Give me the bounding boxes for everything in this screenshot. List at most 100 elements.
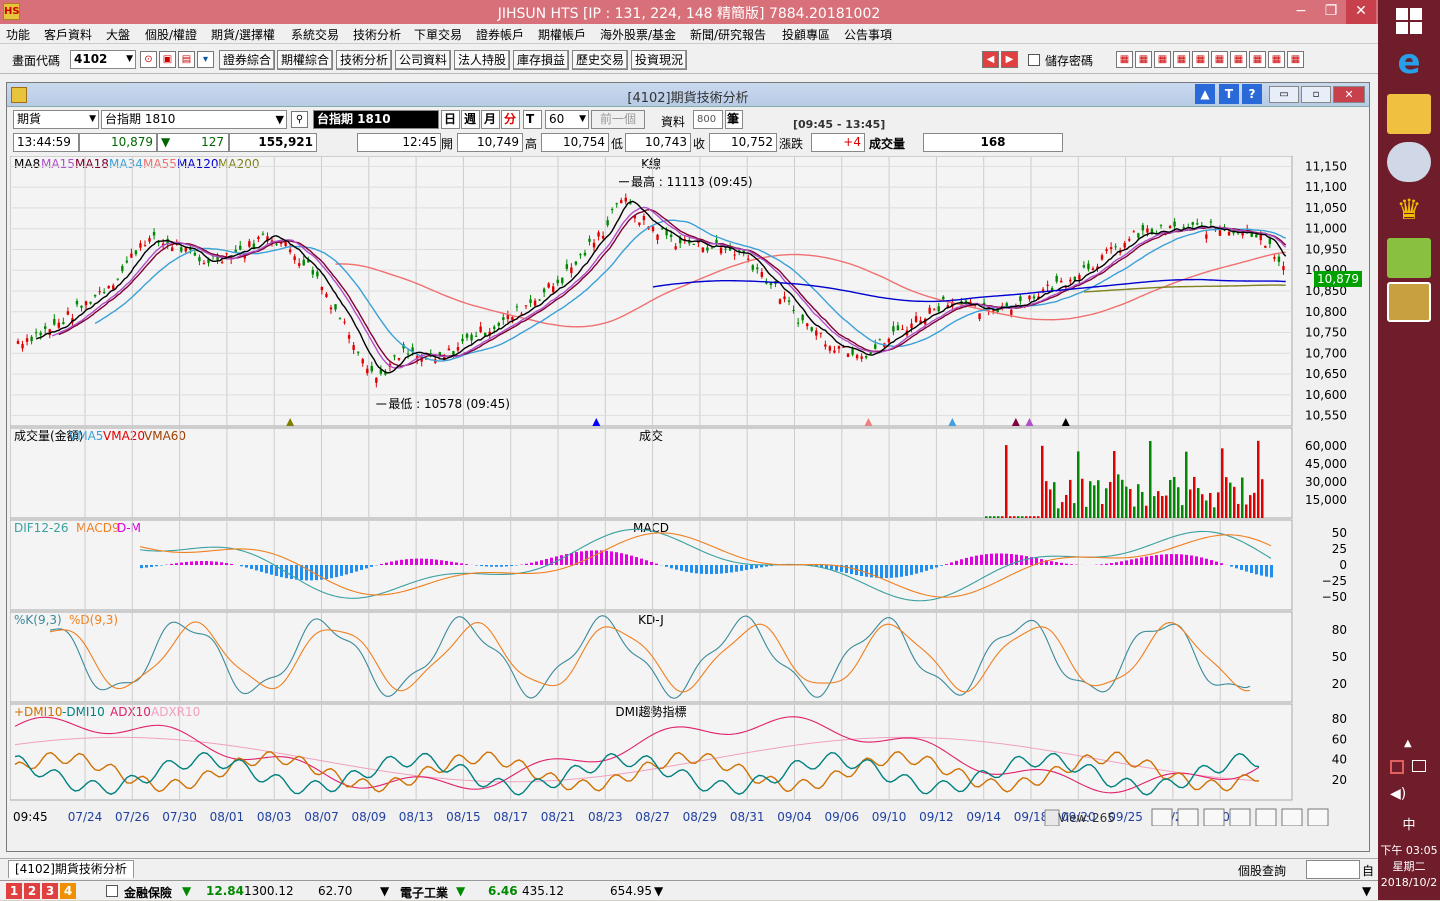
app-window: HS JIHSUN HTS [IP : 131, 224, 148 精簡版] 7… <box>0 0 1378 900</box>
print2-icon[interactable]: ▦ <box>1268 51 1285 68</box>
ie-icon[interactable]: e <box>1387 42 1431 82</box>
chart-icon[interactable]: ▦ <box>1211 51 1228 68</box>
clock-time[interactable]: 下午 03:05 <box>1378 842 1440 858</box>
tab-4102[interactable]: [4102]期貨技術分析 <box>8 860 134 878</box>
child-restore-button[interactable]: ▫ <box>1301 86 1331 103</box>
window-icon[interactable]: ▦ <box>1135 51 1152 68</box>
toolbar-button-3[interactable]: 公司資料 <box>395 50 451 70</box>
search-icon[interactable]: ⊙ <box>140 51 157 68</box>
menu-item-2[interactable]: 大盤 <box>106 26 130 43</box>
screen-code-input[interactable]: 4102▼ <box>70 50 136 69</box>
menu-item-10[interactable]: 海外股票/基金 <box>600 26 676 43</box>
toolbar-button-0[interactable]: 證券綜合 <box>219 50 275 70</box>
toolbar-button-2[interactable]: 技術分析 <box>336 50 392 70</box>
period-button-0[interactable]: 日 <box>441 110 460 129</box>
forward-icon[interactable]: ▶ <box>1001 51 1018 68</box>
ime-indicator[interactable]: 中 <box>1378 814 1440 833</box>
stock-query-input[interactable] <box>1306 860 1360 879</box>
paint-icon[interactable] <box>1387 142 1431 182</box>
back-icon[interactable]: ◀ <box>982 51 999 68</box>
toolbar-button-4[interactable]: 法人持股 <box>454 50 510 70</box>
ticker-checkbox[interactable] <box>106 885 118 897</box>
period-button-3[interactable]: 分 <box>501 110 520 129</box>
toolbar-button-5[interactable]: 庫存損益 <box>513 50 569 70</box>
explorer-icon[interactable] <box>1387 94 1431 134</box>
jihsun-app-icon[interactable] <box>1387 282 1431 322</box>
macd-hist-bar <box>950 562 953 565</box>
network-tray-icon[interactable] <box>1412 760 1426 772</box>
volume-tray-icon[interactable]: ◀) <box>1390 786 1406 802</box>
ticker-item1-select[interactable]: ▼ <box>380 884 389 898</box>
arrange-up-icon[interactable]: ▲ <box>1195 84 1215 104</box>
toolbar-button-1[interactable]: 期權綜合 <box>277 50 333 70</box>
prev-button[interactable]: 前一個 <box>591 110 645 129</box>
stock-query-button[interactable]: 自 <box>1362 862 1374 879</box>
folder-icon[interactable]: ▣ <box>159 51 176 68</box>
candle-body <box>588 239 590 242</box>
menu-item-9[interactable]: 期權帳戶 <box>538 26 586 43</box>
crown-icon[interactable]: ♛ <box>1387 190 1431 230</box>
ticker-item2-select[interactable]: ▼ <box>654 884 663 898</box>
help-icon[interactable]: ? <box>1242 84 1262 104</box>
ticker-scroll-select[interactable]: ▼ <box>1362 884 1371 898</box>
volume-bar <box>1065 495 1068 518</box>
period-number-select[interactable]: 60▼ <box>545 110 589 129</box>
menu-item-6[interactable]: 技術分析 <box>353 26 401 43</box>
grid-icon[interactable]: ▦ <box>1173 51 1190 68</box>
menu-item-4[interactable]: 期貨/選擇權 <box>211 26 275 43</box>
notes-icon[interactable] <box>1387 238 1431 278</box>
menu-item-5[interactable]: 系統交易 <box>291 26 339 43</box>
toolbar-button-6[interactable]: 歷史交易 <box>572 50 628 70</box>
draw-tool-icon[interactable]: ▦ <box>1116 51 1133 68</box>
dropdown-icon[interactable]: ▾ <box>197 51 214 68</box>
layout-tab-3[interactable]: 3 <box>42 883 58 899</box>
menu-item-12[interactable]: 投顧專區 <box>782 26 830 43</box>
pen-icon[interactable]: ▦ <box>1230 51 1247 68</box>
data-count-input[interactable]: 800 <box>693 110 723 129</box>
menu-item-8[interactable]: 證券帳戶 <box>476 26 524 43</box>
candle-body <box>461 339 463 342</box>
menu-item-3[interactable]: 個股/權證 <box>145 26 197 43</box>
period-button-2[interactable]: 月 <box>481 110 500 129</box>
layout-icon[interactable]: ▦ <box>1154 51 1171 68</box>
symbol-search-icon[interactable]: ⚲ <box>291 111 308 128</box>
candle-body <box>761 272 763 277</box>
save-password-checkbox[interactable] <box>1028 54 1040 66</box>
volume-bar <box>1093 485 1096 518</box>
menu-item-0[interactable]: 功能 <box>6 26 30 43</box>
period-button-4[interactable]: T <box>523 110 542 129</box>
close-button[interactable]: ✕ <box>1346 0 1376 24</box>
maximize-button[interactable]: ❐ <box>1316 0 1346 24</box>
security-tray-icon[interactable] <box>1390 760 1404 774</box>
macd-hist-bar <box>1270 565 1273 577</box>
text-icon[interactable]: ▦ <box>1192 51 1209 68</box>
candle-body <box>1192 222 1194 225</box>
tray-expand-icon[interactable]: ▲ <box>1404 738 1412 749</box>
menu-item-11[interactable]: 新聞/研究報告 <box>690 26 766 43</box>
toolbar-button-7[interactable]: 投資現況 <box>631 50 687 70</box>
layout-tab-2[interactable]: 2 <box>24 883 40 899</box>
print-icon[interactable]: ▤ <box>178 51 195 68</box>
minimize-button[interactable]: − <box>1286 0 1316 24</box>
child-close-button[interactable]: ✕ <box>1333 86 1365 103</box>
candle-body <box>1219 230 1221 236</box>
macd-hist-bar <box>745 565 748 570</box>
text-tool-icon[interactable]: T <box>1219 84 1239 104</box>
clipboard-icon[interactable]: ▦ <box>1287 51 1304 68</box>
menu-item-7[interactable]: 下單交易 <box>414 26 462 43</box>
candle-body <box>293 256 295 260</box>
layout-tab-4[interactable]: 4 <box>60 883 76 899</box>
layout-tab-1[interactable]: 1 <box>6 883 22 899</box>
period-button-1[interactable]: 週 <box>461 110 480 129</box>
child-minimize-button[interactable]: ▭ <box>1269 86 1299 103</box>
symbol-select[interactable]: 台指期 1810▼ <box>101 110 287 129</box>
menu-item-13[interactable]: 公告事項 <box>844 26 892 43</box>
windows-start-icon[interactable] <box>1396 8 1422 34</box>
menu-item-1[interactable]: 客戶資料 <box>44 26 92 43</box>
macd-hist-bar <box>705 565 708 574</box>
macd-hist-bar <box>865 565 868 577</box>
tools-icon[interactable]: ▦ <box>1249 51 1266 68</box>
market-select[interactable]: 期貨▼ <box>13 110 99 129</box>
candle-body <box>779 299 781 303</box>
